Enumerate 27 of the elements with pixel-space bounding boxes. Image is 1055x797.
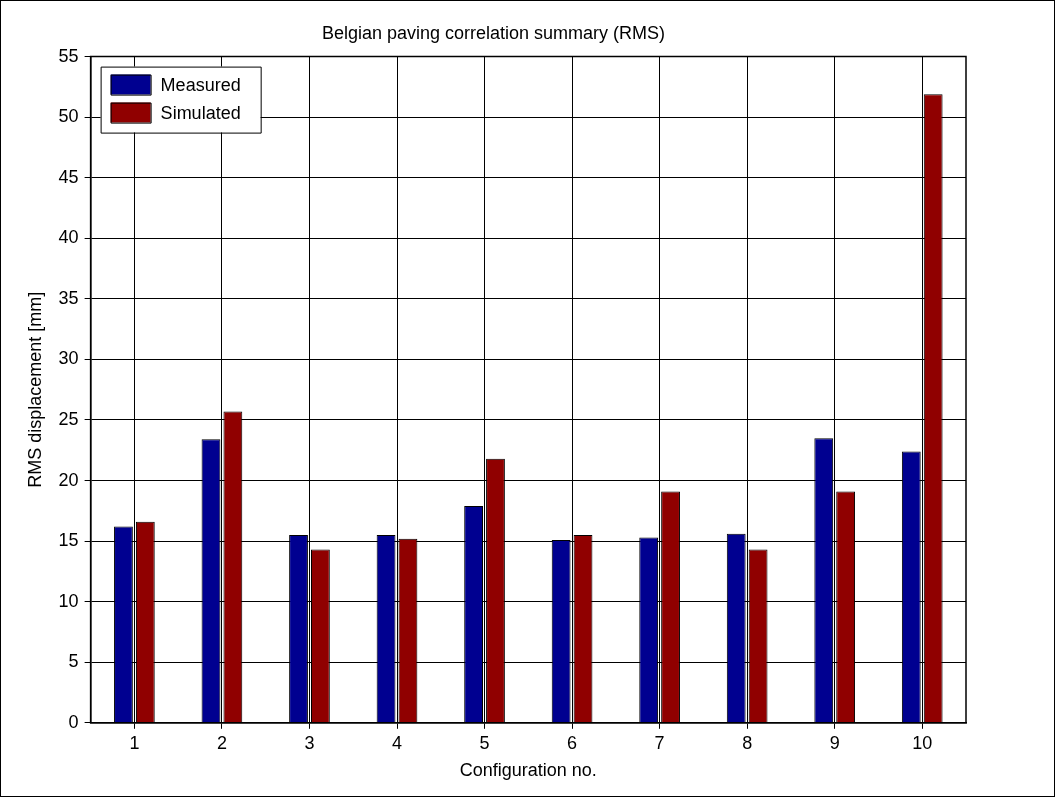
y-tick-label: 0 <box>68 711 79 732</box>
y-tick-label: 35 <box>58 287 79 308</box>
x-tick-label: 8 <box>742 732 753 753</box>
legend-label: Simulated <box>160 102 241 123</box>
x-tick-label: 9 <box>829 732 840 753</box>
y-tick-label: 10 <box>58 590 79 611</box>
x-tick-label: 10 <box>912 732 933 753</box>
x-tick-label: 7 <box>654 732 665 753</box>
x-tick-label: 1 <box>129 732 140 753</box>
y-tick-label: 15 <box>58 530 79 551</box>
y-tick-label: 55 <box>58 45 79 66</box>
x-tick-label: 4 <box>392 732 403 753</box>
y-tick-label: 50 <box>58 106 79 127</box>
y-tick-label: 25 <box>58 408 79 429</box>
x-tick-label: 5 <box>479 732 490 753</box>
x-axis-title: Configuration no. <box>459 760 597 781</box>
y-tick-label: 45 <box>58 166 79 187</box>
legend-label: Measured <box>160 74 241 95</box>
y-axis-title: RMS displacement [mm] <box>24 291 45 488</box>
x-tick-label: 2 <box>216 732 227 753</box>
x-tick-label: 6 <box>567 732 578 753</box>
y-tick-label: 5 <box>68 651 79 672</box>
y-tick-label: 40 <box>58 227 79 248</box>
y-tick-label: 20 <box>58 469 79 490</box>
chart-title: Belgian paving correlation summary (RMS) <box>321 22 666 43</box>
y-tick-label: 30 <box>58 348 79 369</box>
x-tick-label: 3 <box>304 732 315 753</box>
